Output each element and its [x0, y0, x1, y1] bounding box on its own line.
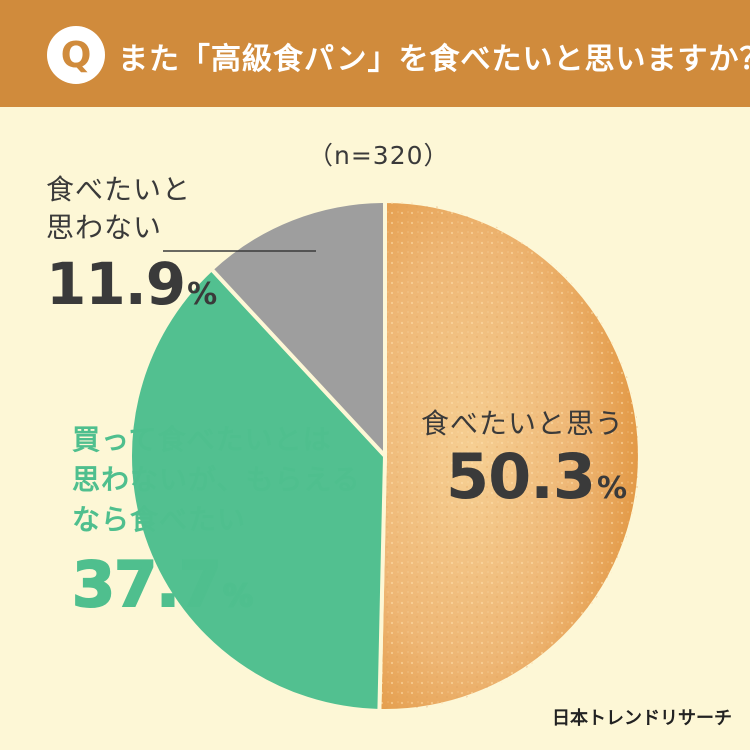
q-badge: Q: [47, 26, 105, 84]
pie-slice-bread-texture: [379, 201, 640, 711]
pie-slice-grey: [208, 198, 387, 462]
bread-slice-value: 50.3%: [446, 440, 627, 513]
bread-slice-label: 食べたいと思う: [421, 407, 625, 440]
brand-logo-text: 日本トレンドリサーチ: [552, 708, 732, 729]
green-slice-label: 買って食べたいとは 思わないが、もらえる なら食べたい: [72, 423, 361, 536]
question-title: また「高級食パン」を食べたいと思いますか？: [118, 42, 750, 77]
green-slice-value: 37.7%: [71, 547, 254, 622]
grey-slice-value: 11.9%: [46, 250, 217, 318]
header-bar: Q また「高級食パン」を食べたいと思いますか？: [0, 0, 750, 107]
pie-slice-green: [127, 266, 388, 713]
sample-size: （n=320）: [308, 141, 450, 170]
grey-slice-label: 食べたいと 思わない: [46, 173, 192, 244]
